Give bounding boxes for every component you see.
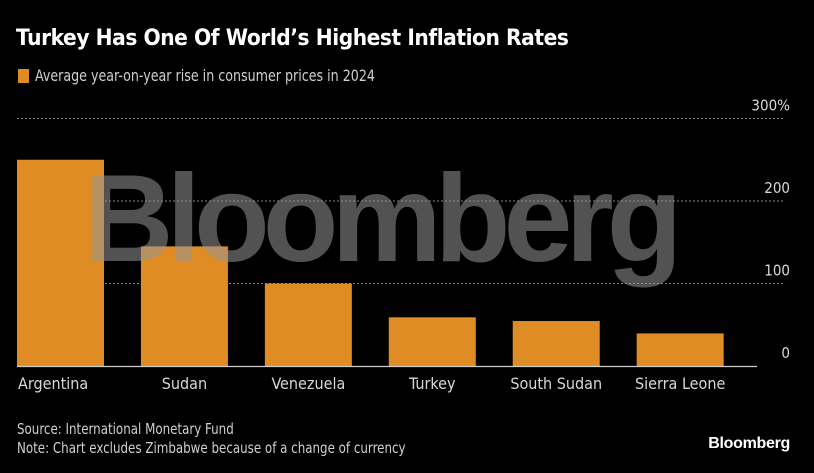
chart-title: Turkey Has One Of World’s Highest Inflat… (16, 26, 569, 51)
legend: Average year-on-year rise in consumer pr… (18, 66, 421, 85)
y-tick-label: 300% (751, 97, 790, 115)
bar-sudan (140, 246, 228, 366)
x-tick-label: Venezuela (271, 374, 345, 393)
y-tick-label: 200 (764, 179, 790, 197)
bar-south-sudan (512, 321, 600, 366)
x-tick-label: Argentina (18, 374, 88, 393)
x-tick-label: Turkey (408, 374, 456, 393)
y-tick-label: 100 (764, 262, 790, 280)
bar-turkey (388, 317, 476, 366)
bar-sierra-leone (636, 333, 724, 366)
y-tick-label: 0 (781, 344, 790, 362)
bar-venezuela (264, 283, 352, 366)
x-tick-label: South Sudan (510, 374, 602, 393)
x-tick-label: Sierra Leone (635, 374, 725, 393)
footnote: Note: Chart excludes Zimbabwe because of… (17, 439, 406, 457)
x-tick-label: Sudan (162, 374, 207, 393)
bar-argentina (17, 159, 104, 366)
source-note: Source: International Monetary Fund (17, 420, 234, 438)
bloomberg-logo: Bloomberg (708, 435, 790, 452)
legend-swatch (18, 68, 29, 83)
legend-label: Average year-on-year rise in consumer pr… (35, 66, 375, 85)
